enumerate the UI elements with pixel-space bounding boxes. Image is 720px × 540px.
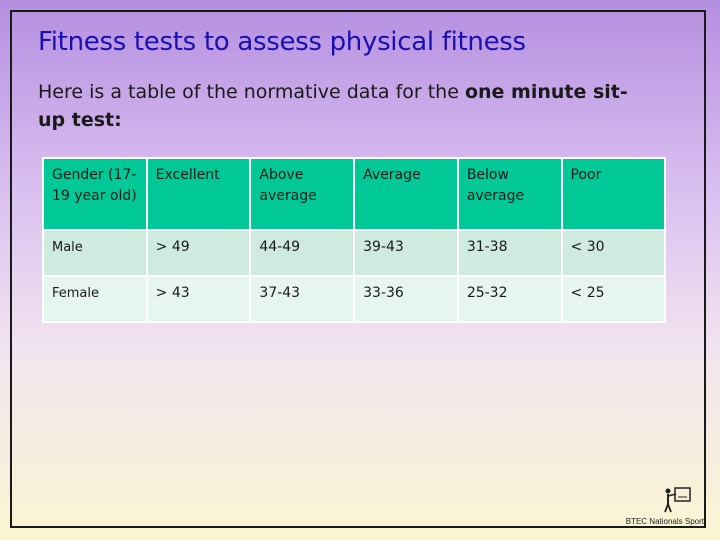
table-row: Female > 43 37-43 33-36 25-32 < 25 xyxy=(42,275,667,323)
slide-frame xyxy=(10,10,706,528)
header-cell-above-average: Above average xyxy=(249,157,356,231)
table-cell: 44-49 xyxy=(249,229,356,277)
header-cell-average: Average xyxy=(353,157,459,231)
header-cell-poor: Poor xyxy=(560,157,667,231)
presenter-at-board-icon xyxy=(664,487,691,513)
table-cell: Male xyxy=(42,229,148,277)
intro-text-plain: Here is a table of the normative data fo… xyxy=(38,81,465,103)
table-cell: < 25 xyxy=(560,275,667,323)
table-cell: > 43 xyxy=(145,275,252,323)
table-row: Male > 49 44-49 39-43 31-38 < 30 xyxy=(42,229,667,277)
header-cell-gender: Gender (17-19 year old) xyxy=(42,157,148,231)
table-cell: Female xyxy=(42,275,148,323)
btec-logo: BTEC Nationals Sport xyxy=(614,486,704,526)
header-cell-excellent: Excellent xyxy=(145,157,252,231)
intro-text: Here is a table of the normative data fo… xyxy=(38,78,638,134)
intro-text-bold: one minute sit-up test: xyxy=(38,81,628,131)
table-cell: < 30 xyxy=(560,229,667,277)
table-cell: 39-43 xyxy=(353,229,459,277)
slide-title: Fitness tests to assess physical fitness xyxy=(38,27,526,57)
situp-norms-table: Gender (17-19 year old) Excellent Above … xyxy=(42,157,667,323)
header-cell-below-average: Below average xyxy=(456,157,563,231)
table-cell: 25-32 xyxy=(456,275,563,323)
logo-text: BTEC Nationals Sport xyxy=(625,517,704,526)
table-cell: 33-36 xyxy=(353,275,459,323)
table-cell: 31-38 xyxy=(456,229,563,277)
table-cell: > 49 xyxy=(145,229,252,277)
table-cell: 37-43 xyxy=(249,275,356,323)
table-header-row: Gender (17-19 year old) Excellent Above … xyxy=(42,157,667,231)
